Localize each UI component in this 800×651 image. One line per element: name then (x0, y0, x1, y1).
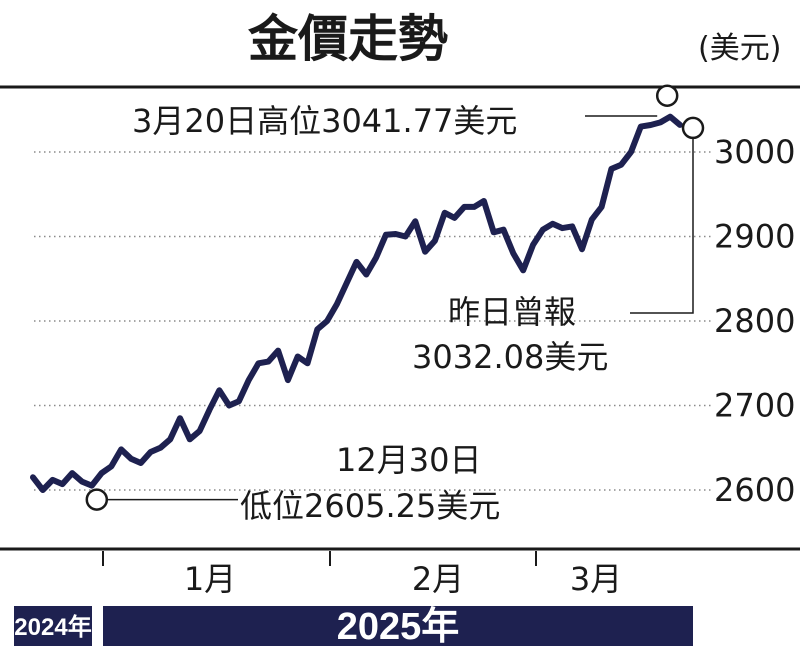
marker-latest (681, 116, 705, 140)
month-label-feb: 2月 (412, 560, 464, 598)
y-tick-label-3000: 3000 (714, 133, 795, 171)
year-band-2025 (103, 606, 693, 646)
year-label-2025: 2025年 (337, 606, 460, 648)
month-label-jan: 1月 (184, 560, 236, 598)
annotation-high: 3月20日高位3041.77美元 (132, 102, 517, 140)
annotation-low-line1: 12月30日 (336, 441, 481, 479)
year-band-2024 (14, 606, 92, 646)
y-tick-label-2600: 2600 (714, 471, 795, 509)
chart-title: 金價走勢 (248, 10, 448, 68)
y-tick-label-2700: 2700 (714, 387, 795, 425)
unit-label: (美元) (698, 31, 781, 66)
gridlines (34, 151, 712, 491)
annotation-latest-line1: 昨日曾報 (448, 293, 576, 331)
annotation-low-line2: 低位2605.25美元 (240, 487, 500, 525)
marker-high (655, 84, 679, 107)
y-tick-labels: 2600 2700 2800 2900 3000 (714, 133, 795, 509)
series-line-gold (30, 113, 683, 493)
annotation-latest-line2: 3032.08美元 (412, 338, 608, 376)
month-label-mar: 3月 (570, 560, 622, 598)
year-label-2024: 2024年 (14, 613, 91, 641)
marker-low (85, 488, 109, 511)
leader-latest (630, 137, 694, 314)
y-tick-label-2800: 2800 (714, 302, 795, 340)
y-tick-label-2900: 2900 (714, 218, 795, 256)
